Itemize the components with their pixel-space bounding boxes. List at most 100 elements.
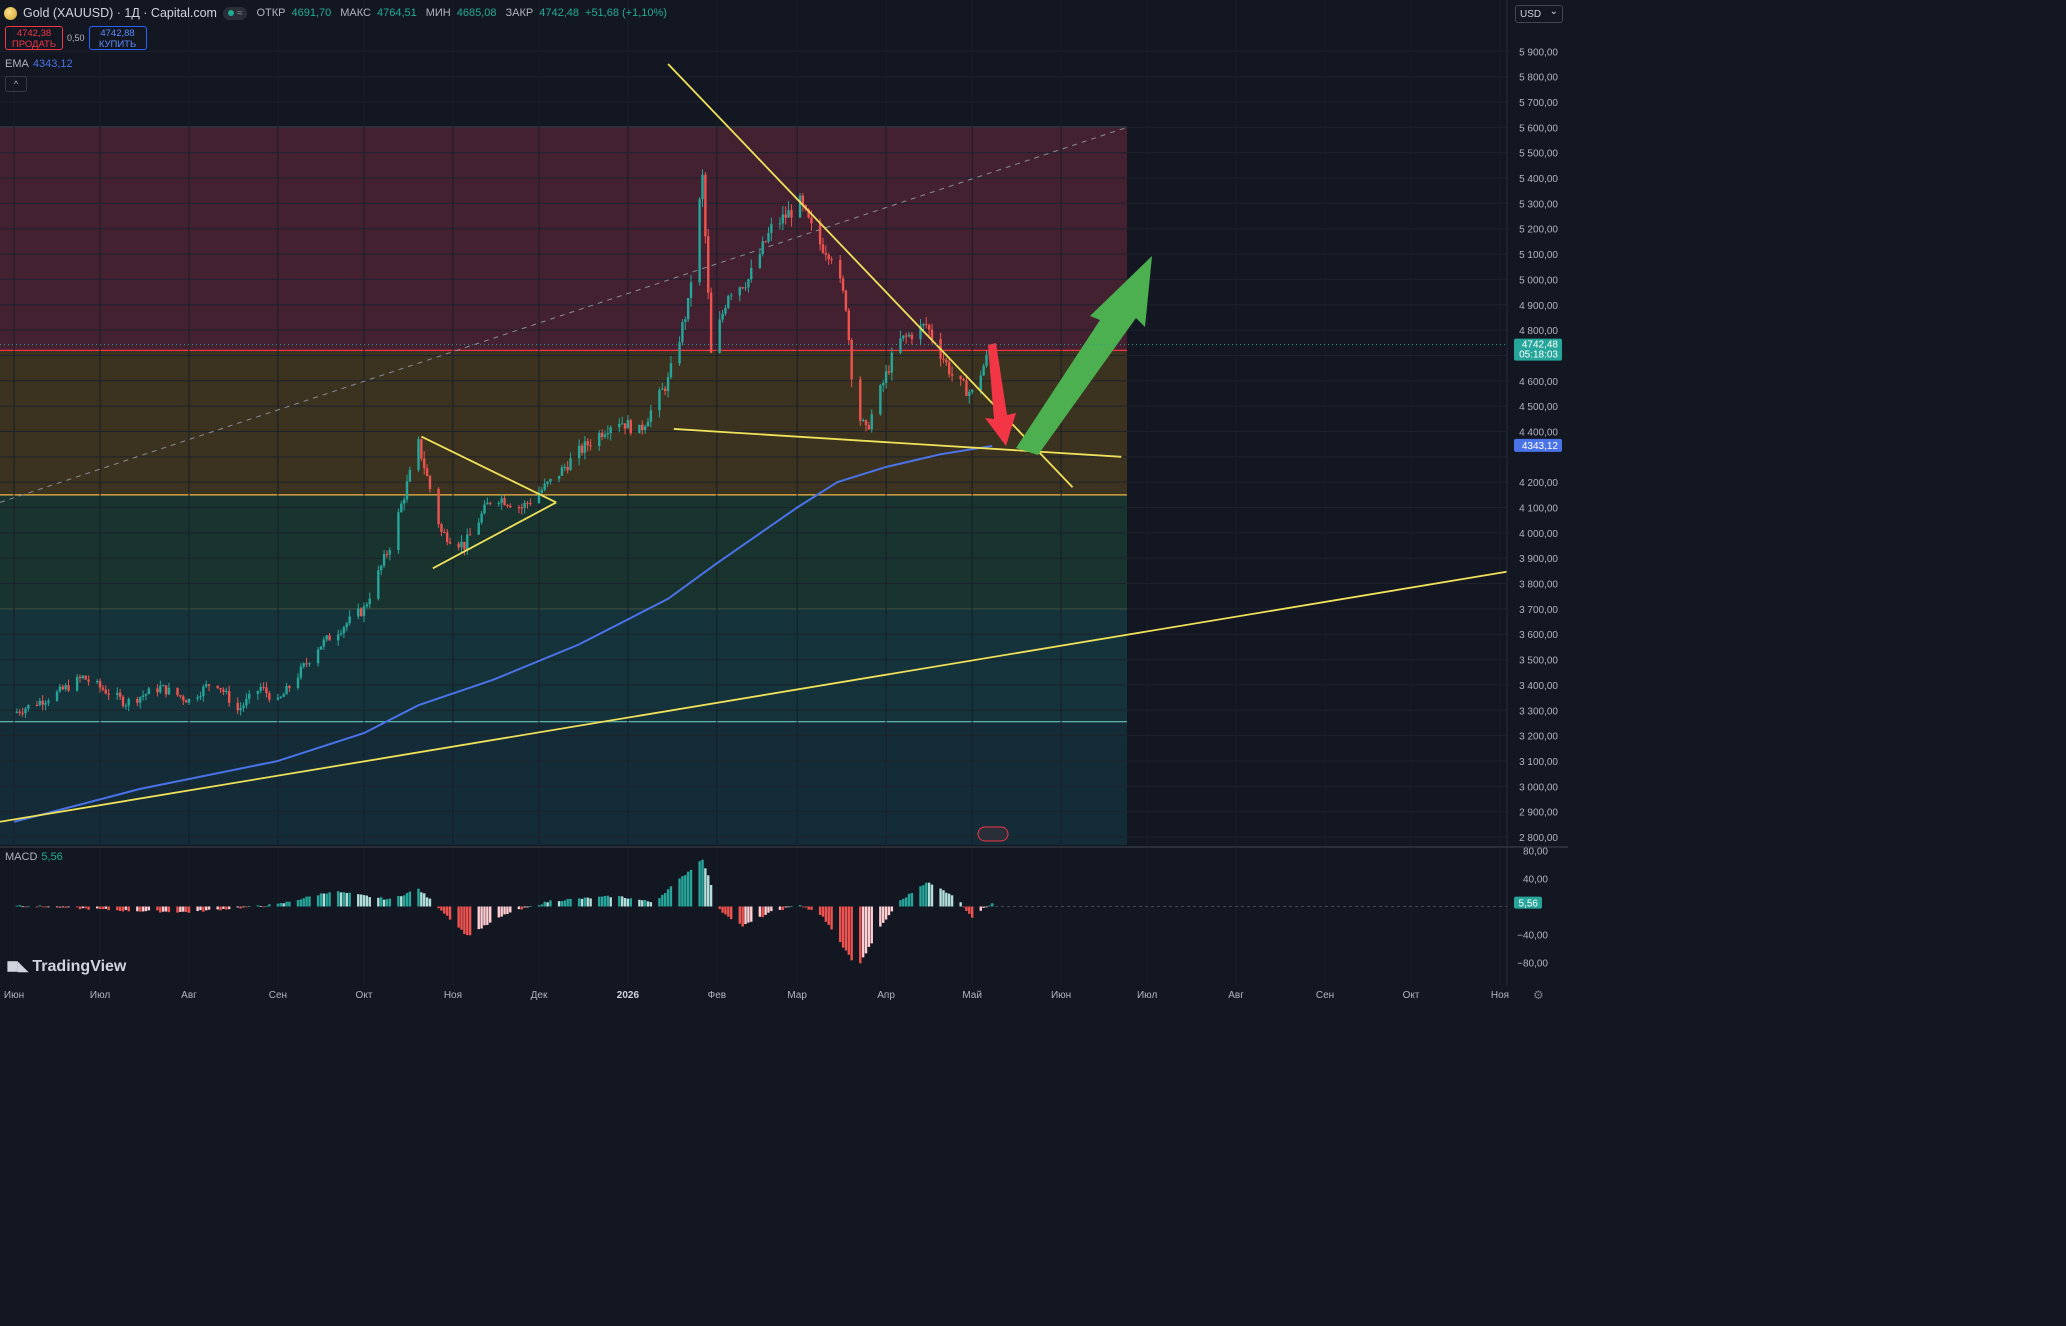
collapse-legend-button[interactable]: ^ — [5, 76, 27, 92]
market-status-pill[interactable]: ≈ — [222, 6, 248, 20]
macd-bar — [136, 906, 139, 912]
candle-body — [709, 292, 713, 353]
candle-body — [236, 702, 239, 711]
candle-body — [689, 282, 693, 299]
dashed-trendline — [0, 126, 1128, 503]
candle-body — [669, 363, 673, 378]
macd-bar — [609, 897, 612, 907]
macd-bar — [744, 906, 747, 925]
symbol-title[interactable]: Gold (XAUUSD) · 1Д · Capital.com — [23, 6, 217, 20]
candle-body — [666, 377, 670, 392]
candle-body — [58, 686, 62, 692]
candle-body — [385, 554, 389, 556]
candle-body — [523, 502, 526, 509]
candle-body — [259, 686, 262, 691]
macd-bar — [486, 906, 489, 925]
ema-price-label: 4343,12 — [1522, 441, 1559, 452]
candle-body — [638, 424, 641, 434]
macd-bar — [202, 906, 205, 912]
candle-body — [116, 692, 119, 695]
candle-body — [907, 334, 911, 337]
macd-bar — [127, 906, 130, 912]
sell-button[interactable]: 4742,38 ПРОДАТЬ — [5, 26, 63, 50]
candle-body — [182, 696, 185, 701]
macd-bar — [569, 898, 572, 907]
candle-body — [962, 378, 965, 381]
candle-body — [925, 324, 928, 326]
macd-bar — [159, 906, 162, 913]
x-tick-label: Апр — [877, 990, 895, 1001]
macd-bar — [276, 903, 280, 907]
macd-bar — [299, 899, 303, 907]
currency-select[interactable]: USD — [1515, 3, 1563, 23]
candle-body — [101, 687, 105, 690]
candle-body — [540, 489, 544, 493]
candle-body — [443, 532, 446, 534]
candle-body — [67, 685, 70, 691]
macd-bar — [750, 906, 753, 922]
candle-body — [701, 174, 704, 200]
macd-legend[interactable]: MACD 5,56 — [5, 851, 63, 863]
buy-button[interactable]: 4742,88 КУПИТЬ — [88, 26, 147, 50]
y-tick-label: 5 600,00 — [1519, 123, 1558, 134]
candle-body — [658, 389, 661, 411]
candle-body — [468, 534, 472, 536]
candle-body — [557, 475, 561, 479]
macd-bar — [440, 906, 443, 911]
x-tick-label: Июл — [90, 990, 110, 1001]
countdown-label: 05:18:03 — [1519, 350, 1558, 361]
macd-bar — [116, 906, 119, 911]
level-band-2 — [0, 494, 1127, 609]
candle-body — [397, 512, 400, 551]
macd-bar — [468, 906, 472, 936]
macd-bar — [606, 895, 610, 907]
candle-body — [348, 616, 351, 624]
macd-bar — [500, 906, 503, 917]
candle-body — [623, 423, 627, 429]
candle-body — [586, 441, 589, 446]
macd-bar — [104, 906, 107, 909]
candle-body — [336, 634, 340, 641]
candle-body — [968, 391, 971, 396]
open-value: 4691,70 — [291, 7, 332, 19]
candle-body — [222, 689, 225, 692]
candle-body — [847, 310, 850, 341]
macd-bar — [265, 906, 268, 908]
ema-legend[interactable]: EMA 4343,12 — [5, 58, 73, 70]
candle-body — [61, 686, 64, 690]
chevron-up-icon: ^ — [13, 79, 19, 89]
candle-body — [879, 385, 882, 415]
macd-bar — [95, 906, 99, 909]
candle-body — [285, 686, 288, 695]
candle-body — [382, 554, 386, 566]
candle-body — [24, 708, 27, 714]
x-tick-label: Сен — [269, 990, 287, 1001]
macd-bar — [236, 906, 239, 908]
settings-gear-icon[interactable]: ⚙ — [1533, 988, 1544, 1002]
macd-bar — [98, 906, 102, 910]
tradingview-logo[interactable]: ⯀◣ TradingView — [7, 958, 126, 976]
macd-bar — [296, 900, 300, 907]
macd-bar — [761, 906, 764, 918]
macd-bar — [443, 906, 446, 914]
price-chart[interactable]: 5 900,00 5 800,00 5 700,00 5 600,00 5 500,00… — [0, 0, 1568, 1006]
candle-body — [620, 423, 624, 425]
candle-body — [44, 702, 47, 705]
x-tick-label: 2026 — [617, 990, 640, 1001]
macd-bar — [428, 898, 432, 907]
candle-body — [942, 358, 945, 360]
macd-bar — [477, 906, 480, 930]
macd-bar — [770, 906, 773, 912]
candle-body — [167, 687, 171, 695]
y-tick-label: 4 600,00 — [1519, 377, 1558, 388]
candle-body — [770, 224, 773, 233]
macd-bar — [139, 906, 142, 912]
candle-body — [684, 319, 687, 323]
y-tick-label: 3 800,00 — [1519, 580, 1558, 591]
macd-bar — [603, 895, 607, 907]
candle-body — [319, 646, 323, 650]
macd-bar — [649, 902, 653, 907]
macd-bar — [41, 906, 44, 908]
macd-bar — [437, 906, 440, 909]
macd-bar — [741, 906, 744, 927]
